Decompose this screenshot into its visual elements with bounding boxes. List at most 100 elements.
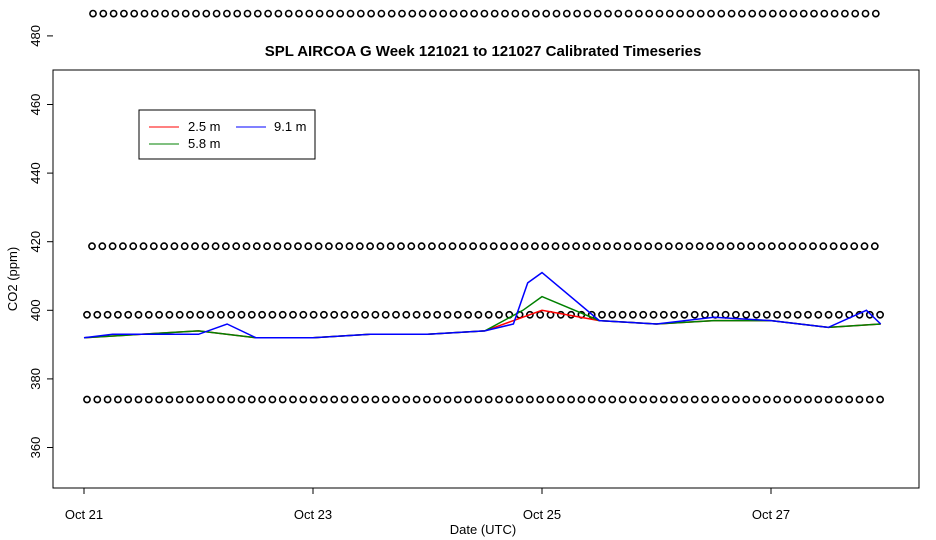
reference-point [707, 9, 715, 18]
reference-point [515, 395, 524, 404]
reference-point [202, 9, 211, 18]
reference-point [567, 395, 575, 404]
reference-point [216, 310, 225, 319]
reference-point [480, 9, 489, 18]
reference-point [804, 310, 812, 319]
reference-point [649, 395, 658, 404]
reference-point [361, 395, 369, 404]
reference-point [604, 9, 612, 18]
reference-point [556, 395, 565, 404]
reference-point [216, 395, 225, 404]
reference-point [732, 310, 740, 319]
reference-point [268, 395, 277, 404]
reference-point [319, 310, 328, 319]
legend-label-5-8m: 5.8 m [188, 136, 221, 151]
x-axis-label: Date (UTC) [450, 522, 516, 537]
reference-point [500, 242, 508, 251]
reference-point [608, 395, 617, 404]
reference-point [366, 242, 374, 251]
reference-point [664, 242, 673, 251]
reference-point [742, 310, 751, 319]
reference-point [109, 9, 118, 18]
reference-point [381, 310, 390, 319]
reference-point [381, 395, 390, 404]
reference-point [798, 242, 807, 251]
reference-point [227, 310, 236, 319]
reference-point [114, 395, 122, 404]
reference-point [242, 242, 251, 251]
reference-point [484, 310, 493, 319]
reference-point [665, 9, 674, 18]
reference-point [495, 395, 503, 404]
reference-point [835, 310, 843, 319]
reference-point [783, 310, 792, 319]
reference-point [367, 9, 375, 18]
reference-point [253, 9, 262, 18]
reference-point [309, 395, 318, 404]
reference-point [804, 395, 812, 404]
reference-point [161, 9, 169, 18]
reference-point [186, 395, 194, 404]
reference-point [88, 242, 96, 251]
reference-point [779, 9, 787, 18]
reference-point [829, 242, 838, 251]
reference-point [520, 242, 529, 251]
reference-point [542, 9, 551, 18]
reference-point [422, 395, 431, 404]
reference-point [738, 9, 746, 18]
reference-point [150, 9, 159, 18]
reference-point [592, 242, 601, 251]
y-tick-label: 420 [28, 231, 43, 253]
reference-point [809, 242, 817, 251]
reference-point [103, 395, 112, 404]
reference-point [268, 310, 277, 319]
reference-point [124, 310, 133, 319]
reference-point [283, 242, 292, 251]
reference-point [490, 9, 499, 18]
reference-point [634, 242, 642, 251]
reference-point [386, 242, 395, 251]
reference-point [325, 9, 334, 18]
reference-point [603, 242, 611, 251]
reference-point [175, 395, 184, 404]
reference-point [340, 395, 349, 404]
reference-point [835, 395, 843, 404]
reference-point [221, 242, 230, 251]
reference-point [670, 310, 678, 319]
reference-point [237, 395, 246, 404]
reference-point [489, 242, 498, 251]
reference-point [850, 242, 859, 251]
reference-point [680, 310, 689, 319]
reference-point [99, 9, 108, 18]
reference-point [870, 242, 879, 251]
reference-point [144, 395, 153, 404]
reference-point [438, 242, 447, 251]
reference-point [814, 310, 823, 319]
reference-point [427, 242, 436, 251]
reference-point [840, 242, 848, 251]
reference-point [484, 395, 493, 404]
reference-point [222, 9, 231, 18]
reference-point [546, 395, 555, 404]
reference-point [361, 310, 369, 319]
reference-point [206, 395, 215, 404]
reference-point [252, 242, 261, 251]
reference-point [501, 9, 509, 18]
reference-point [865, 395, 874, 404]
reference-point [573, 9, 581, 18]
reference-point [464, 395, 472, 404]
x-axis: Oct 21 Oct 23 Oct 25 Oct 27 [65, 488, 790, 522]
plot-frame [52, 69, 920, 489]
reference-point [824, 310, 833, 319]
reference-point [227, 395, 236, 404]
reference-point [614, 9, 623, 18]
reference-point [439, 9, 448, 18]
reference-point [762, 395, 771, 404]
reference-point [706, 242, 714, 251]
reference-point [654, 242, 663, 251]
legend-box [138, 109, 316, 160]
reference-point [717, 9, 726, 18]
reference-point [134, 395, 143, 404]
chart-title: SPL AIRCOA G Week 121021 to 121027 Calib… [265, 43, 702, 60]
reference-point [876, 310, 884, 319]
